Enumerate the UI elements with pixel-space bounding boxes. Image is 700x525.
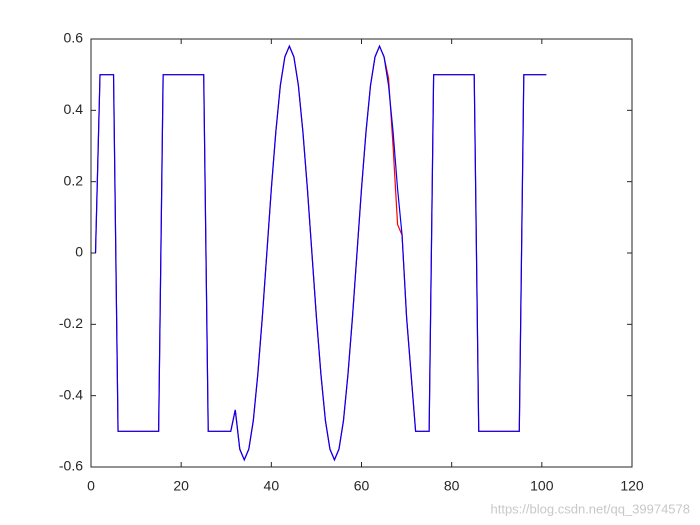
x-tick-label: 0 bbox=[87, 478, 95, 494]
y-tick-label: 0.2 bbox=[64, 172, 84, 188]
x-tick-label: 20 bbox=[173, 478, 189, 494]
y-tick-label: 0.4 bbox=[64, 101, 84, 117]
y-tick-label: -0.4 bbox=[59, 386, 83, 402]
y-tick-label: -0.6 bbox=[59, 458, 83, 474]
y-tick-label: 0 bbox=[75, 244, 83, 260]
y-tick-label: 0.6 bbox=[64, 30, 84, 46]
watermark: https://blog.csdn.net/qq_39974578 bbox=[491, 501, 691, 516]
x-tick-label: 60 bbox=[354, 478, 370, 494]
x-tick-label: 80 bbox=[444, 478, 460, 494]
x-tick-label: 120 bbox=[620, 478, 644, 494]
plot-area bbox=[90, 38, 633, 468]
y-tick-label: -0.2 bbox=[59, 315, 83, 331]
line-series bbox=[94, 44, 547, 462]
x-tick-label: 100 bbox=[530, 478, 554, 494]
x-tick-label: 40 bbox=[264, 478, 280, 494]
